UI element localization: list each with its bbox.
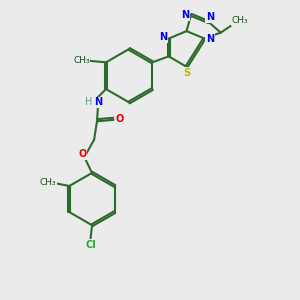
Text: S: S	[183, 68, 190, 78]
Text: N: N	[206, 34, 214, 44]
Text: O: O	[78, 149, 86, 160]
Text: O: O	[115, 114, 124, 124]
Text: N: N	[182, 10, 190, 20]
Text: N: N	[206, 12, 214, 22]
Text: N: N	[94, 98, 102, 107]
Text: CH₃: CH₃	[40, 178, 56, 187]
Text: CH₃: CH₃	[73, 56, 90, 65]
Text: Cl: Cl	[85, 240, 96, 250]
Text: H: H	[85, 98, 93, 107]
Text: N: N	[159, 32, 167, 42]
Text: CH₃: CH₃	[232, 16, 248, 25]
